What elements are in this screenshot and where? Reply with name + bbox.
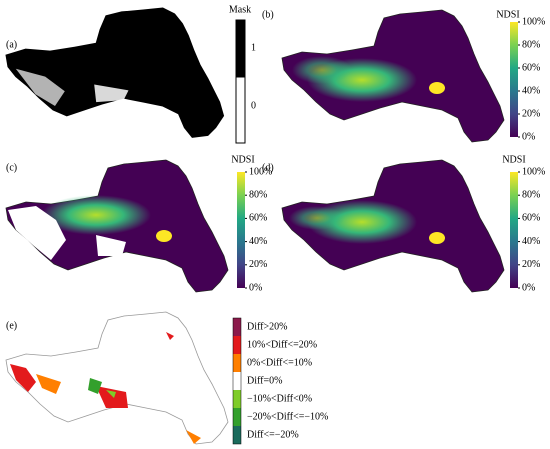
colorbar: [510, 172, 518, 288]
tick-label: 80%: [522, 189, 540, 200]
tick-label: 0%: [522, 131, 535, 142]
tick-label: 60%: [249, 213, 267, 224]
tick-label: 20%: [249, 259, 267, 270]
legend-label: −20%<Diff<=−10%: [247, 411, 328, 422]
legend-swatch: [233, 372, 241, 390]
legend-swatch: [233, 390, 241, 408]
legend-label: 0%<Diff<=10%: [247, 357, 312, 368]
panel-b: (b) NDSI 100% 80% 60% 40% 20% 0%: [262, 9, 545, 143]
map: [5, 159, 229, 293]
legend-label: Diff>20%: [247, 321, 287, 332]
legend-label: −10%<Diff<0%: [247, 393, 312, 404]
panel-a: (a) Mask 1 0: [5, 4, 256, 144]
colorbar: [235, 76, 246, 144]
map: [281, 159, 505, 293]
tick-label: 0%: [249, 282, 262, 293]
panel-label: (e): [6, 320, 17, 331]
tick-label: 0%: [522, 282, 535, 293]
legend-swatch: [233, 354, 241, 372]
tick-label: 100%: [249, 166, 272, 177]
colorbar-title: NDSI: [496, 9, 519, 20]
panel-label: (a): [6, 39, 17, 50]
legend-label: Diff<=−20%: [247, 429, 299, 440]
legend-label: Diff=0%: [247, 375, 282, 386]
panel-c: (c) NDSI 100% 80% 60% 40% 20% 0%: [5, 154, 272, 293]
colorbar-title: NDSI: [231, 154, 254, 165]
tick-label: 100%: [522, 166, 545, 177]
tick-label: 60%: [522, 62, 540, 73]
colorbar-ticks: 100% 80% 60% 40% 20% 0%: [245, 166, 272, 293]
colorbar-ticks: 100% 80% 60% 40% 20% 0%: [518, 16, 545, 142]
tick-label: 80%: [522, 39, 540, 50]
colorbar: [237, 172, 245, 288]
map: [281, 9, 505, 143]
tick-label: 0: [251, 100, 256, 111]
tick-label: 40%: [522, 236, 540, 247]
legend-swatch: [233, 408, 241, 426]
legend-swatch: [233, 318, 241, 336]
tick-label: 80%: [249, 189, 267, 200]
colorbar-title: NDSI: [502, 154, 525, 165]
tick-label: 20%: [522, 259, 540, 270]
legend-swatch: [233, 336, 241, 354]
panel-label: (c): [6, 162, 17, 173]
tick-label: 20%: [522, 108, 540, 119]
tick-label: 60%: [522, 213, 540, 224]
colorbar: [510, 22, 518, 137]
tick-label: 100%: [522, 16, 545, 27]
tick-label: 40%: [522, 85, 540, 96]
tick-label: 40%: [249, 236, 267, 247]
panel-label: (b): [262, 9, 274, 20]
tick-label: 1: [251, 42, 256, 53]
map: [5, 7, 225, 138]
legend-swatch: [233, 426, 241, 444]
panel-label: (d): [262, 162, 274, 173]
colorbar-title: Mask: [229, 4, 251, 15]
map: [5, 311, 229, 445]
legend-label: 10%<Diff<=20%: [247, 339, 317, 350]
panel-d: (d) NDSI 100% 80% 60% 40% 20% 0%: [262, 154, 545, 293]
legend: Diff>20% 10%<Diff<=20% 0%<Diff<=10% Diff=0%…: [232, 317, 328, 445]
colorbar: [235, 19, 246, 78]
panel-e: (e) Diff>20%10%<Diff<=20%0%<Diff<=10%Dif…: [5, 311, 328, 445]
colorbar-ticks: 100% 80% 60% 40% 20% 0%: [518, 166, 545, 293]
legend-frame: [232, 317, 242, 445]
